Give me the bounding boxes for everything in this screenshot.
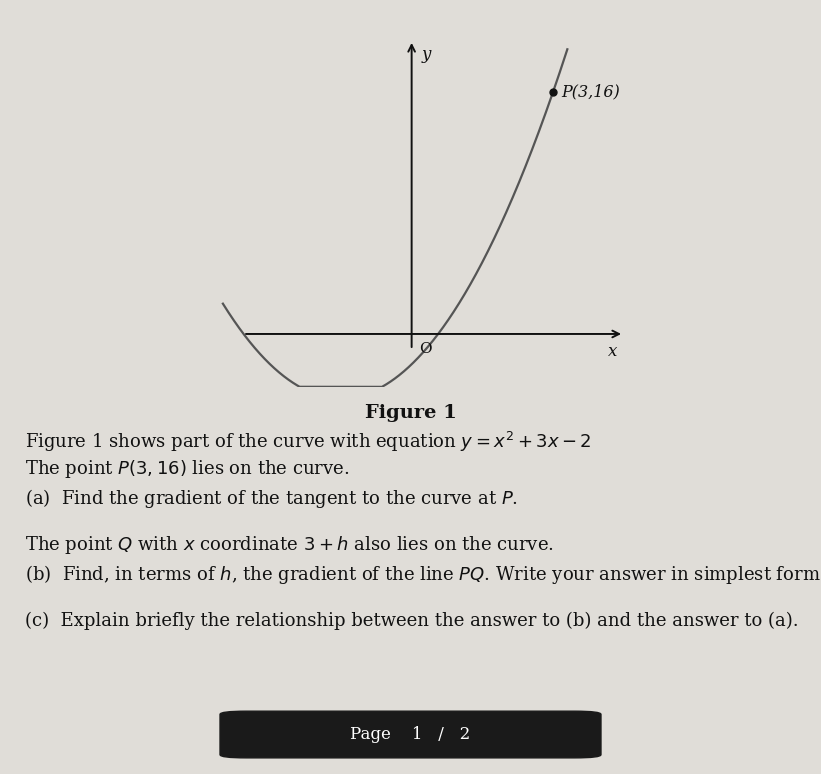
Text: The point $P(3,16)$ lies on the curve.: The point $P(3,16)$ lies on the curve.: [25, 458, 349, 480]
Text: (b)  Find, in terms of $h$, the gradient of the line $PQ$. Write your answer in : (b) Find, in terms of $h$, the gradient …: [25, 563, 821, 586]
Text: y: y: [422, 46, 431, 63]
Text: O: O: [419, 341, 431, 355]
Text: Figure 1: Figure 1: [365, 404, 456, 422]
Text: Page    1   /   2: Page 1 / 2: [351, 726, 470, 743]
Text: The point $Q$ with $x$ coordinate $3 + h$ also lies on the curve.: The point $Q$ with $x$ coordinate $3 + h…: [25, 534, 553, 556]
Text: (c)  Explain briefly the relationship between the answer to (b) and the answer t: (c) Explain briefly the relationship bet…: [25, 611, 798, 630]
Text: x: x: [608, 343, 617, 360]
Text: P(3,16): P(3,16): [562, 83, 621, 100]
FancyBboxPatch shape: [220, 711, 601, 758]
Text: Figure 1 shows part of the curve with equation $y = x^2 + 3x - 2$: Figure 1 shows part of the curve with eq…: [25, 430, 591, 454]
Text: (a)  Find the gradient of the tangent to the curve at $P$.: (a) Find the gradient of the tangent to …: [25, 487, 518, 510]
